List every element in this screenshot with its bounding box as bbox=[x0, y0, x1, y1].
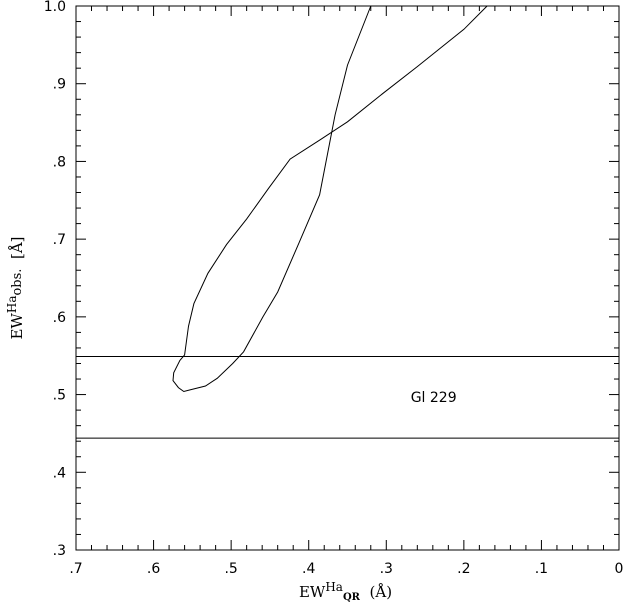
y-tick-label: 1.0 bbox=[44, 0, 66, 15]
y-axis-label-main: EW bbox=[8, 313, 26, 340]
y-tick-label: .5 bbox=[53, 388, 66, 404]
contour-curve bbox=[172, 5, 488, 393]
x-tick-label: .2 bbox=[457, 561, 470, 577]
x-axis-label-sub: QR bbox=[343, 592, 361, 602]
y-tick-label: .4 bbox=[53, 465, 66, 481]
y-tick-label: .7 bbox=[53, 232, 66, 248]
y-axis-label-sup: Ha bbox=[5, 296, 19, 314]
y-axis-label-unit: [Å] bbox=[8, 236, 26, 268]
tick-marks bbox=[75, 5, 620, 551]
x-tick-label: .1 bbox=[535, 561, 548, 577]
y-tick-label: .8 bbox=[53, 154, 66, 170]
x-tick-label: .4 bbox=[302, 561, 315, 577]
star-label-annotation: Gl 229 bbox=[411, 390, 457, 406]
plot-frame bbox=[75, 5, 620, 551]
x-axis-label-unit: (Å) bbox=[360, 583, 392, 601]
x-tick-label: .7 bbox=[69, 561, 82, 577]
x-tick-label: 0 bbox=[615, 561, 623, 577]
y-tick-label: .3 bbox=[53, 543, 66, 559]
plot-area bbox=[76, 5, 619, 439]
x-axis-label-sup: Ha bbox=[325, 580, 343, 594]
x-tick-label: .6 bbox=[147, 561, 160, 577]
x-tick-label: .5 bbox=[224, 561, 237, 577]
tick-labels: .7 .6 .5 .4 .3 .2 .1 0 .3 .4 .5 .6 .7 .8 .9 1.0 bbox=[44, 0, 623, 577]
y-axis-label: EWHaobs. [Å] bbox=[5, 236, 26, 339]
y-tick-label: .6 bbox=[53, 310, 66, 326]
x-axis-label-main: EW bbox=[299, 583, 326, 601]
y-tick-label: .9 bbox=[53, 77, 66, 93]
x-axis-label: EWHaQR (Å) bbox=[299, 580, 392, 602]
x-tick-label: .3 bbox=[380, 561, 393, 577]
y-axis-label-sub: obs. bbox=[10, 269, 25, 296]
